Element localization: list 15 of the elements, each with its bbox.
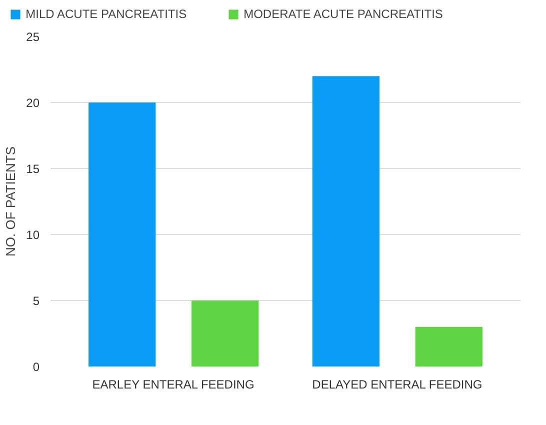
bar: [192, 300, 259, 366]
x-tick-label: DELAYED ENTERAL FEEDING: [312, 378, 482, 392]
legend-label: MILD ACUTE PANCREATITIS: [26, 7, 187, 21]
x-tick-label: EARLEY ENTERAL FEEDING: [92, 378, 254, 392]
y-tick-label: 20: [26, 96, 40, 110]
legend-label: MODERATE ACUTE PANCREATITIS: [244, 7, 443, 21]
y-axis-title: NO. OF PATIENTS: [3, 146, 18, 257]
bar: [88, 102, 156, 366]
y-tick-label: 15: [26, 162, 40, 176]
bar: [312, 76, 380, 366]
y-tick-label: 5: [32, 294, 40, 308]
bar: [415, 326, 482, 366]
y-tick-label: 0: [32, 360, 40, 374]
y-tick-label: 10: [26, 228, 40, 242]
y-tick-label: 25: [26, 30, 40, 44]
